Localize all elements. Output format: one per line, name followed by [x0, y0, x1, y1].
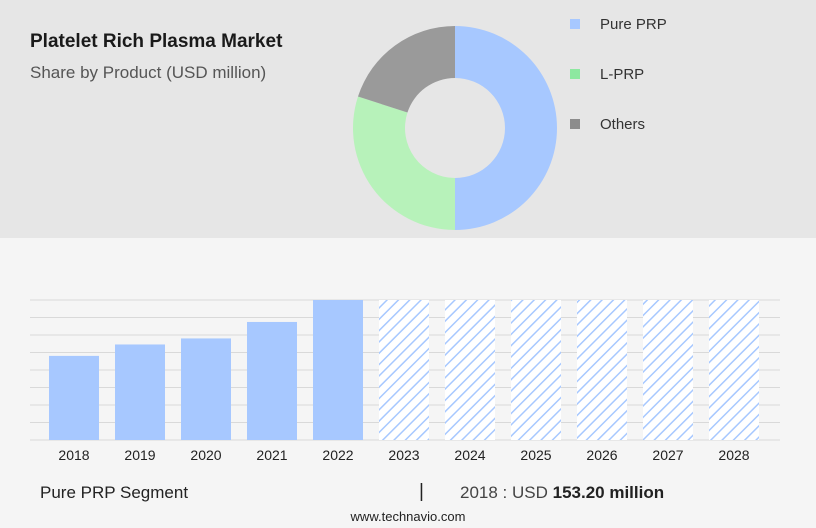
bar-chart: 2018 2019 2020 2021 2022 2023 2024 2025 2026 2027…: [30, 299, 780, 463]
bar-2018: [49, 355, 99, 440]
forecast-bar-2028: [709, 300, 759, 440]
donut-slice-others: [357, 26, 455, 113]
legend-item-l-prp: L-PRP: [570, 64, 770, 84]
forecast-bar-2026: [577, 300, 627, 440]
chart-title: Platelet Rich Plasma Market: [30, 31, 283, 52]
bar-2022: [313, 300, 363, 440]
footer-segment-label: Pure PRP Segment: [40, 483, 189, 502]
legend-item-pure-prp: Pure PRP: [570, 14, 770, 34]
footer-divider: |: [419, 481, 424, 502]
legend-swatch-pure-prp: [570, 19, 580, 29]
legend-item-others: Others: [570, 114, 770, 134]
x-tick-label-2022: 2022: [322, 447, 353, 463]
x-tick-label-2020: 2020: [190, 447, 221, 463]
x-tick-label-2023: 2023: [388, 447, 419, 463]
legend-swatch-others: [570, 119, 580, 129]
website-link[interactable]: www.technavio.com: [350, 509, 466, 524]
footer-value-amount: 153.20 million: [552, 483, 665, 502]
x-tick-label-2024: 2024: [454, 447, 485, 463]
donut-slice-l-prp: [352, 96, 455, 230]
donut-chart: [352, 26, 557, 230]
forecast-bar-2024: [445, 300, 495, 440]
bar-2019: [115, 344, 165, 440]
x-tick-label-2028: 2028: [718, 447, 749, 463]
bar-2020: [181, 338, 231, 440]
x-tick-label-2026: 2026: [586, 447, 617, 463]
x-tick-label-2025: 2025: [520, 447, 551, 463]
x-tick-label-2019: 2019: [124, 447, 155, 463]
footer-value: 2018 : USD 153.20 million: [460, 483, 664, 503]
x-tick-label-2021: 2021: [256, 447, 287, 463]
legend-swatch-l-prp: [570, 69, 580, 79]
x-tick-label-2018: 2018: [58, 447, 89, 463]
donut-slice-pure-prp: [455, 26, 557, 230]
footer-year-label: 2018 : USD: [460, 483, 553, 502]
forecast-bar-2027: [643, 300, 693, 440]
x-tick-label-2027: 2027: [652, 447, 683, 463]
legend-label-pure-prp: Pure PRP: [600, 15, 667, 33]
forecast-bar-2023: [379, 300, 429, 440]
legend-label-l-prp: L-PRP: [600, 65, 645, 83]
forecast-bar-2025: [511, 300, 561, 440]
legend-label-others: Others: [600, 115, 646, 133]
chart-subtitle: Share by Product (USD million): [30, 63, 267, 82]
bar-2021: [247, 321, 297, 440]
